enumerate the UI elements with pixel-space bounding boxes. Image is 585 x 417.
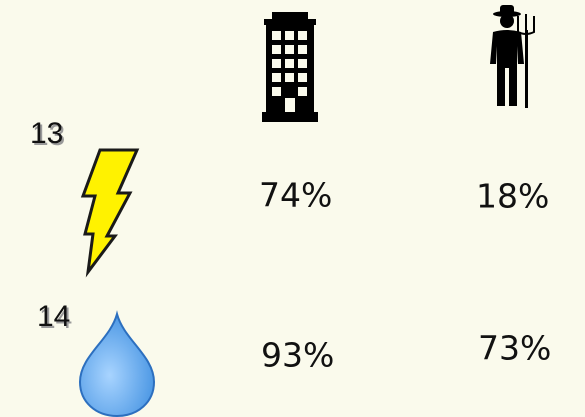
- row-label: 14: [37, 300, 70, 333]
- percentage: 18%: [476, 177, 549, 216]
- farmer-icon: [490, 5, 535, 108]
- percentage: 73%: [478, 329, 551, 368]
- row-label-shadow: 14: [39, 302, 72, 335]
- row-label-shadow: 13: [32, 119, 65, 152]
- lightning-icon: [80, 148, 140, 278]
- water-drop-icon: [78, 310, 156, 417]
- row-label: 13: [30, 117, 63, 150]
- percentage: 93%: [261, 336, 334, 375]
- percentage: 74%: [259, 176, 332, 215]
- building-icon: [262, 12, 318, 122]
